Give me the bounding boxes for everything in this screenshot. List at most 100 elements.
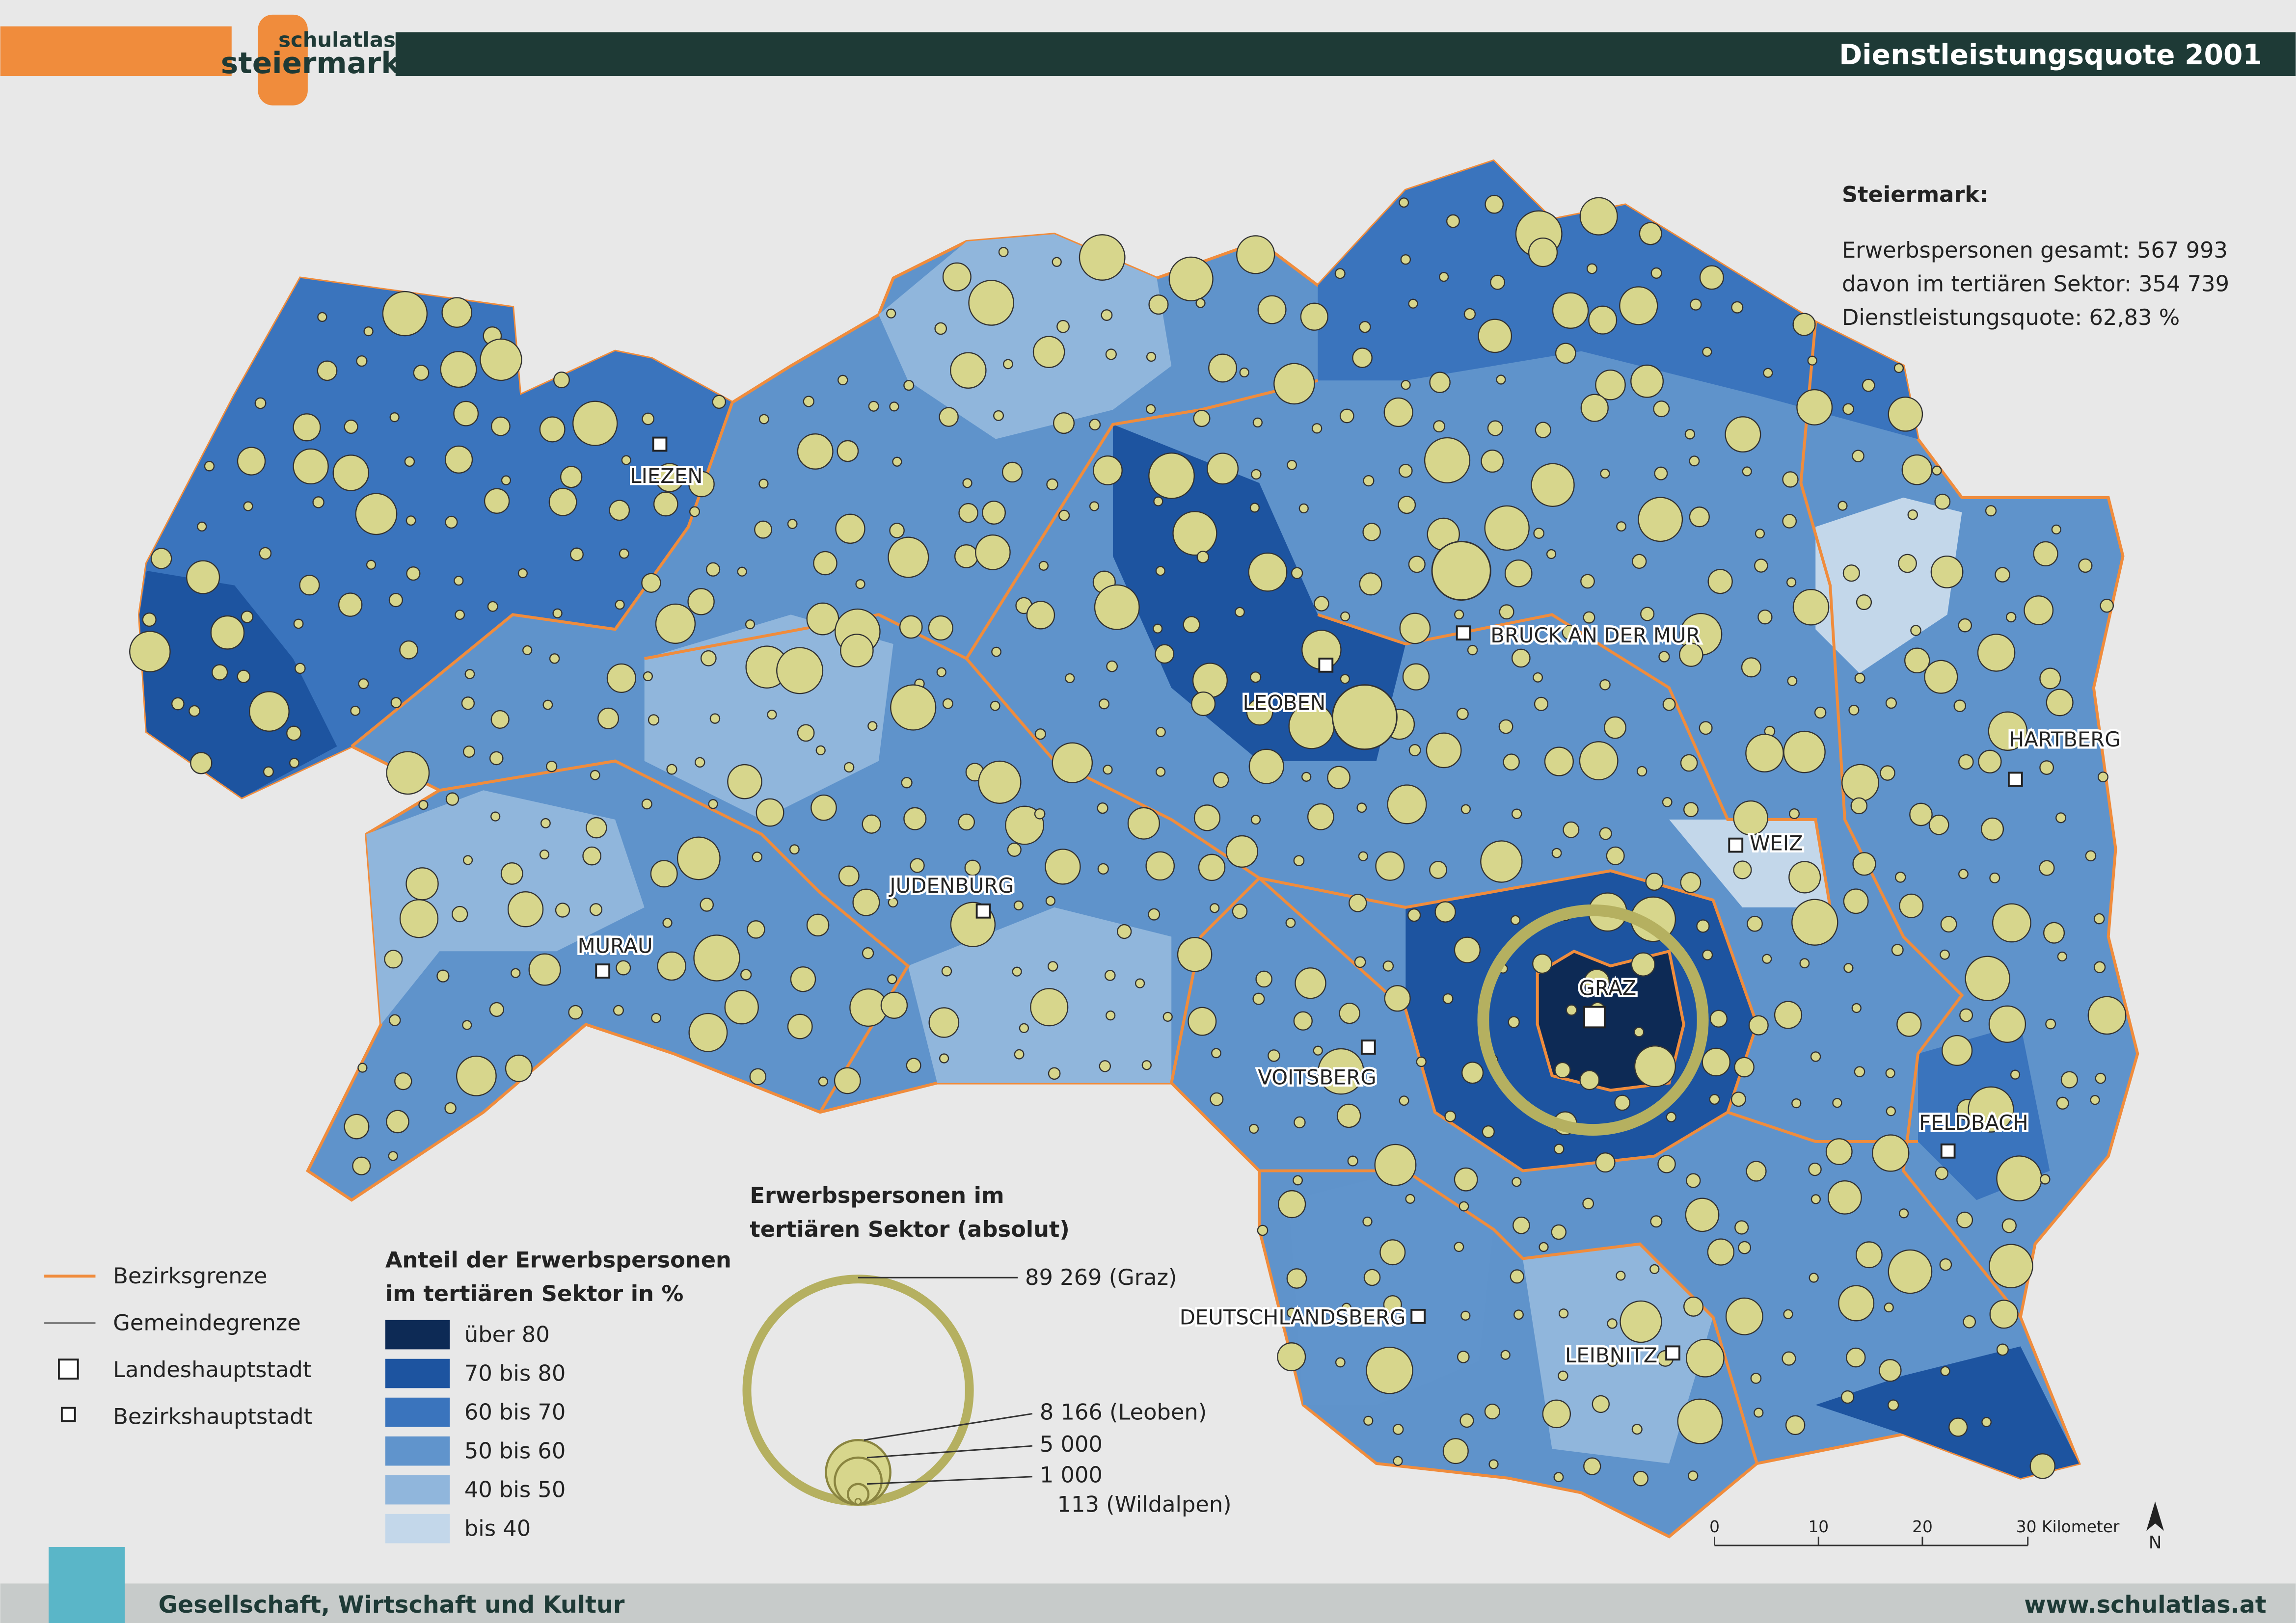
municipality-circle bbox=[1512, 1177, 1522, 1187]
municipality-circle bbox=[1146, 351, 1157, 362]
district-capital bbox=[652, 436, 668, 452]
municipality-circle bbox=[954, 544, 978, 568]
municipality-circle bbox=[1511, 808, 1522, 820]
region-leibnitz bbox=[1522, 1244, 1713, 1463]
municipality-circle bbox=[1193, 409, 1211, 427]
municipality-circle bbox=[293, 413, 321, 442]
municipality-circle bbox=[1662, 797, 1673, 807]
municipality-circle bbox=[1399, 463, 1413, 478]
municipality-circle bbox=[1148, 294, 1169, 315]
municipality-circle bbox=[1842, 564, 1860, 582]
legend-label: Landeshauptstadt bbox=[113, 1357, 311, 1383]
municipality-circle bbox=[186, 560, 220, 594]
municipality-circle bbox=[259, 547, 272, 560]
municipality-circle bbox=[522, 645, 533, 656]
municipality-circle bbox=[355, 493, 398, 535]
municipality-circle bbox=[1995, 567, 2010, 583]
city-label: LIEZEN bbox=[630, 464, 702, 488]
municipality-circle bbox=[1295, 967, 1326, 999]
municipality-circle bbox=[1293, 1011, 1313, 1031]
municipality-circle bbox=[1347, 1155, 1358, 1167]
municipality-circle bbox=[998, 247, 1009, 257]
municipality-circle bbox=[689, 506, 701, 517]
municipality-circle bbox=[1666, 1112, 1676, 1122]
municipality-circle bbox=[1554, 1144, 1565, 1154]
municipality-circle bbox=[1459, 1413, 1474, 1428]
municipality-circle bbox=[1814, 706, 1827, 719]
municipality-circle bbox=[1399, 612, 1431, 644]
municipality-circle bbox=[641, 573, 661, 593]
district-capital bbox=[595, 963, 611, 979]
footer-left: Gesellschaft, Wirtschaft und Kultur bbox=[159, 1592, 625, 1619]
class-label: 40 bis 50 bbox=[464, 1477, 566, 1503]
footer-bar bbox=[0, 1583, 2296, 1623]
municipality-circle bbox=[1640, 607, 1655, 621]
municipality-circle bbox=[991, 646, 1002, 657]
municipality-circle bbox=[1733, 800, 1768, 836]
municipality-circle bbox=[1459, 1201, 1469, 1212]
municipality-circle bbox=[749, 1068, 767, 1086]
municipality-circle bbox=[1481, 450, 1504, 473]
municipality-circle bbox=[1454, 936, 1481, 963]
municipality-circle bbox=[1442, 993, 1454, 1004]
municipality-circle bbox=[1888, 397, 1923, 432]
municipality-circle bbox=[837, 440, 859, 462]
municipality-circle bbox=[1898, 1208, 1909, 1219]
municipality-circle bbox=[1555, 343, 1576, 364]
municipality-circle bbox=[399, 899, 439, 938]
municipality-circle bbox=[1467, 644, 1478, 656]
municipality-circle bbox=[1810, 1051, 1821, 1062]
municipality-circle bbox=[1097, 863, 1109, 875]
municipality-circle bbox=[1904, 647, 1930, 674]
municipality-circle bbox=[1893, 363, 1904, 373]
class-swatch bbox=[385, 1397, 450, 1427]
municipality-circle bbox=[1580, 574, 1595, 589]
legend-symbol bbox=[60, 1407, 76, 1422]
municipality-circle bbox=[1832, 1098, 1842, 1108]
municipality-circle bbox=[1852, 852, 1876, 876]
municipality-circle bbox=[1398, 496, 1416, 514]
municipality-circle bbox=[1134, 978, 1145, 988]
municipality-circle bbox=[1734, 1220, 1749, 1235]
municipality-circle bbox=[1563, 821, 1580, 838]
municipality-circle bbox=[2024, 595, 2054, 625]
municipality-circle bbox=[867, 721, 878, 731]
municipality-circle bbox=[1485, 194, 1504, 214]
municipality-circle bbox=[1965, 956, 2010, 1001]
municipality-circle bbox=[1707, 569, 1733, 594]
municipality-circle bbox=[1426, 732, 1462, 769]
municipality-circle bbox=[806, 602, 839, 636]
municipality-circle bbox=[405, 867, 439, 901]
municipality-circle bbox=[2095, 1072, 2107, 1084]
municipality-circle bbox=[1788, 861, 1821, 894]
municipality-circle bbox=[1677, 1398, 1723, 1444]
municipality-circle bbox=[1734, 1057, 1755, 1078]
municipality-circle bbox=[754, 520, 773, 539]
municipality-circle bbox=[1533, 528, 1545, 539]
municipality-circle bbox=[2100, 598, 2114, 613]
municipality-circle bbox=[490, 811, 501, 822]
municipality-circle bbox=[1959, 1008, 1973, 1022]
municipality-circle bbox=[1747, 915, 1763, 932]
municipality-circle bbox=[1828, 1180, 1862, 1215]
municipality-circle bbox=[1730, 1091, 1746, 1107]
municipality-circle bbox=[1291, 567, 1303, 579]
municipality-circle bbox=[1988, 1005, 2026, 1043]
municipality-circle bbox=[357, 1063, 368, 1073]
municipality-circle bbox=[399, 640, 418, 660]
municipality-circle bbox=[1528, 237, 1558, 267]
municipality-circle bbox=[1939, 1258, 1952, 1271]
municipality-circle bbox=[835, 513, 865, 544]
municipality-circle bbox=[406, 566, 421, 581]
municipality-circle bbox=[293, 618, 304, 629]
municipality-circle bbox=[1402, 663, 1430, 691]
municipality-circle bbox=[1424, 437, 1471, 483]
municipality-circle bbox=[363, 326, 374, 337]
municipality-circle bbox=[1034, 728, 1046, 740]
municipality-circle bbox=[1213, 772, 1229, 788]
municipality-circle bbox=[444, 1102, 457, 1115]
municipality-circle bbox=[862, 947, 874, 959]
municipality-circle bbox=[1566, 1004, 1577, 1016]
municipality-circle bbox=[1168, 256, 1214, 301]
